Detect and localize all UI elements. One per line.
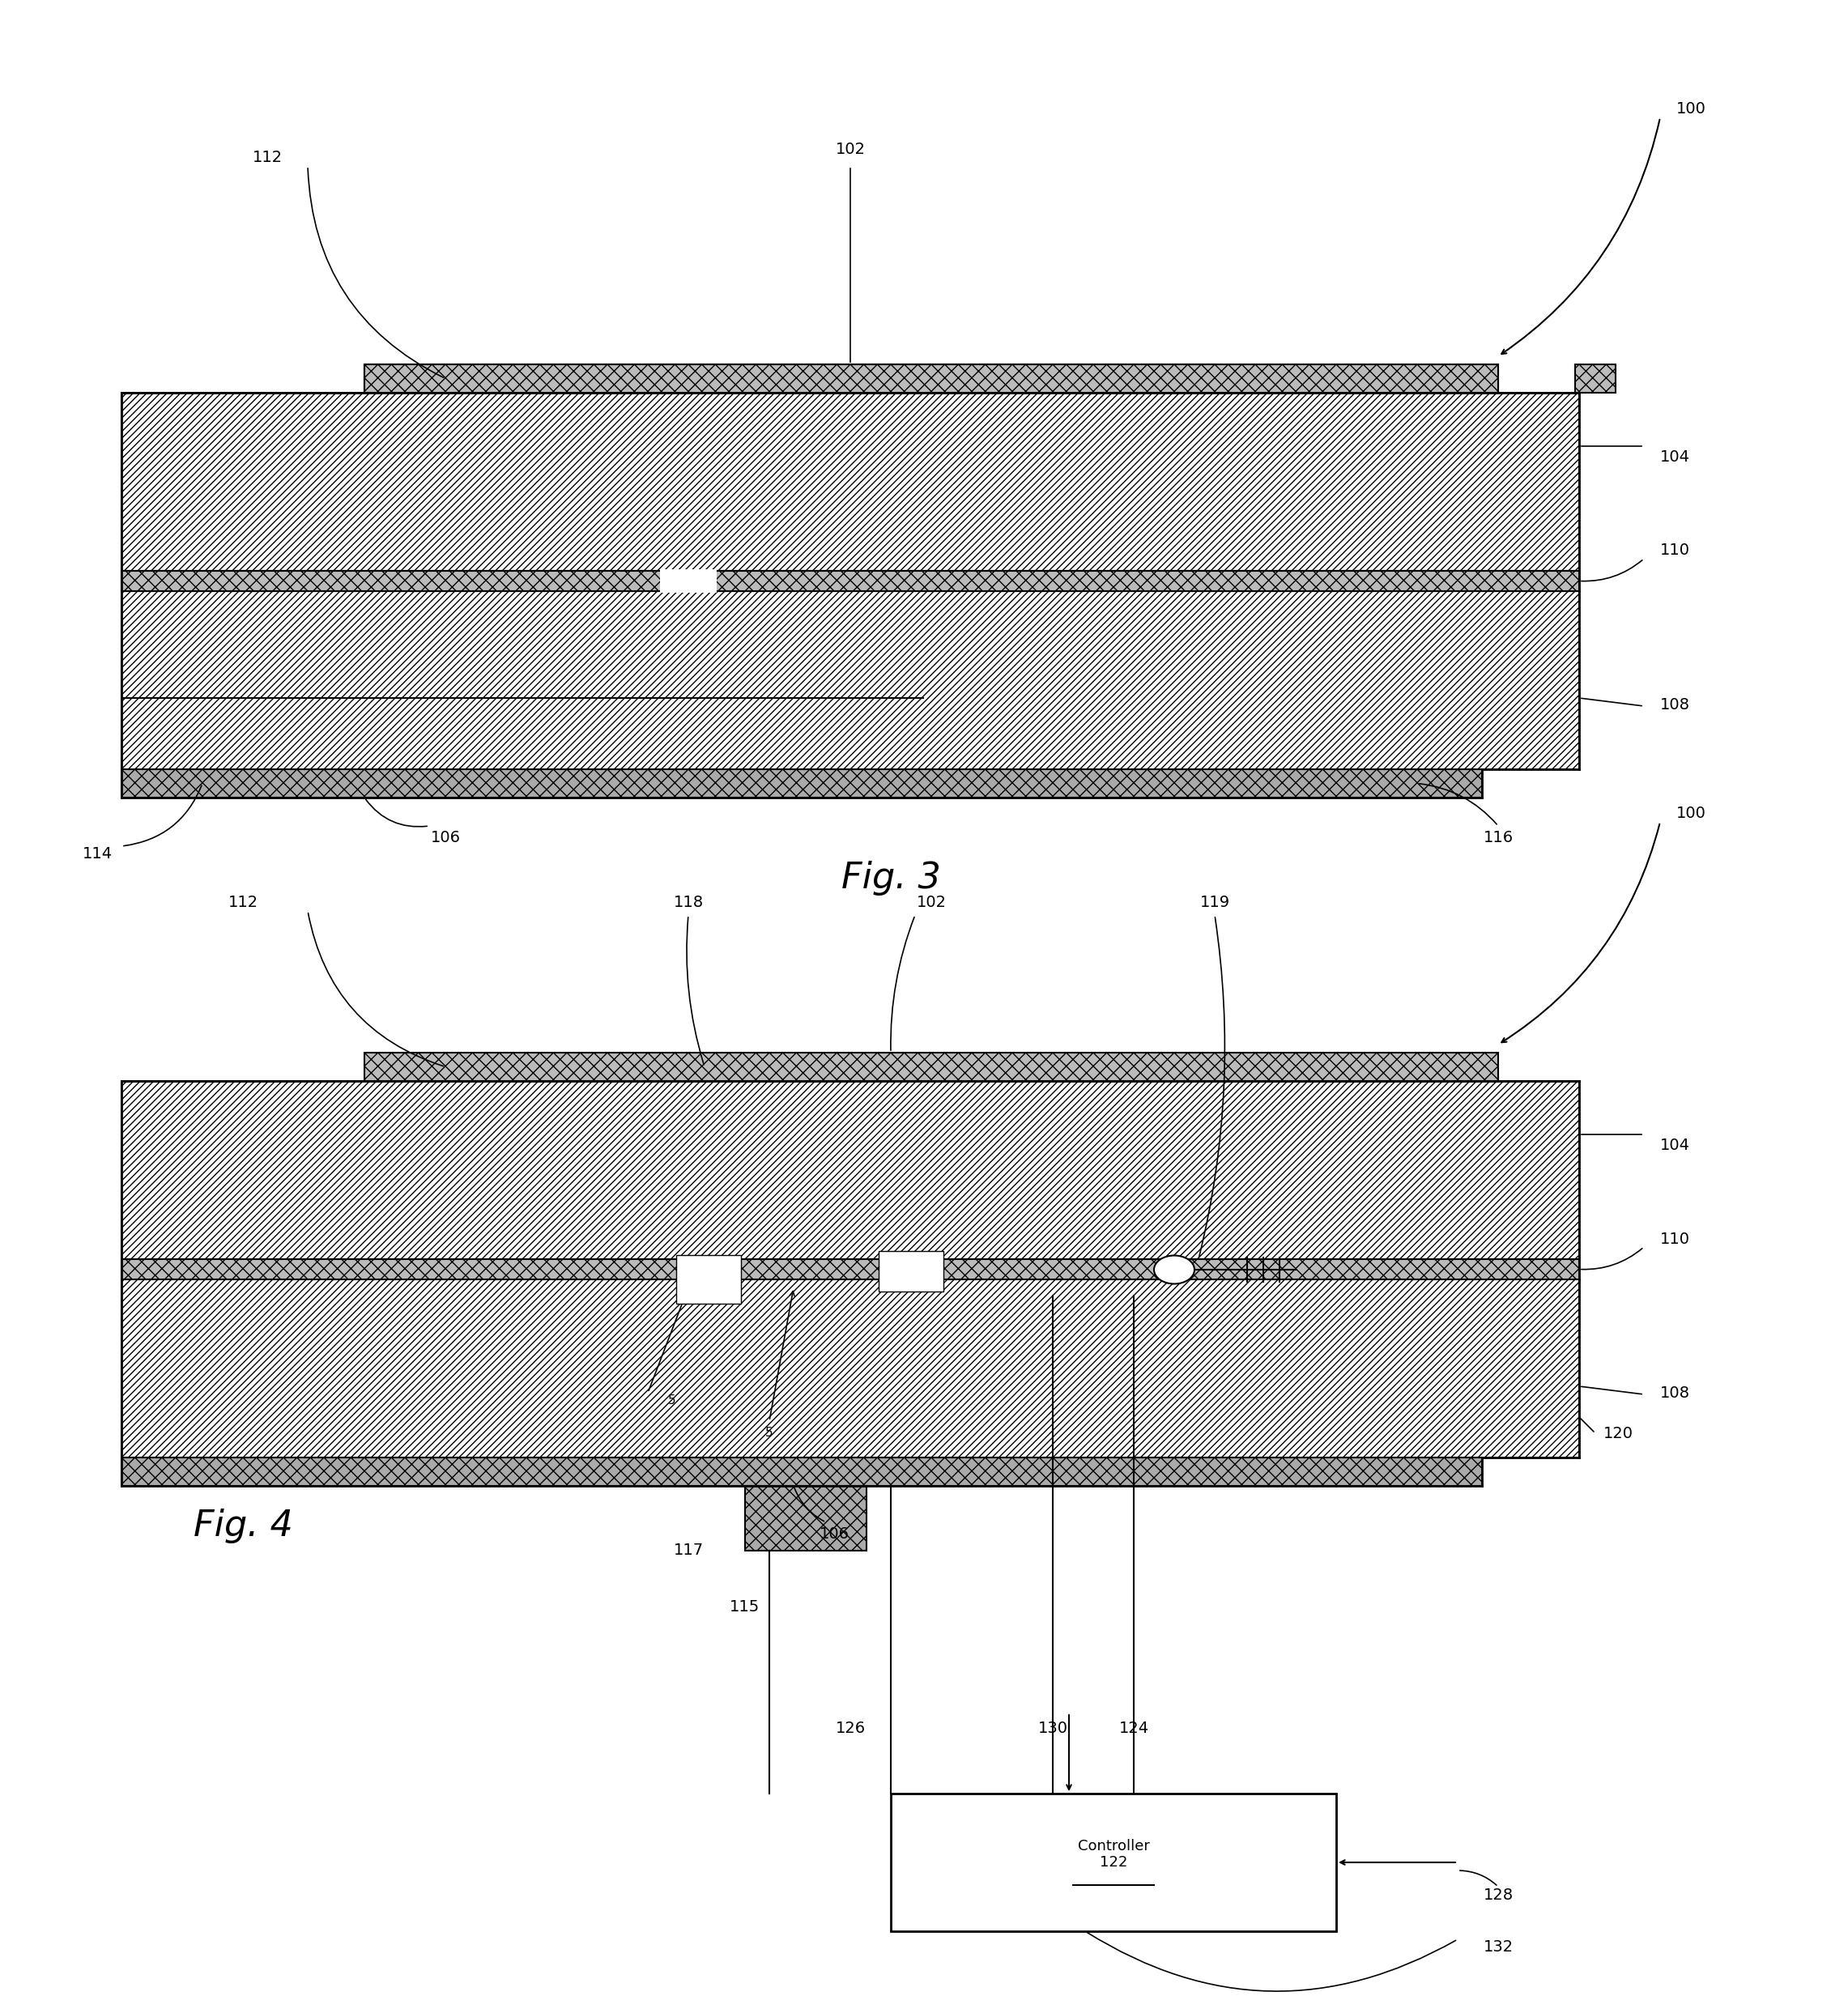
Text: 100: 100 xyxy=(1676,806,1706,822)
Bar xyxy=(676,1255,741,1303)
Text: 108: 108 xyxy=(1660,697,1691,713)
Text: 116: 116 xyxy=(1484,830,1514,846)
Text: 102: 102 xyxy=(917,894,946,910)
Text: 104: 104 xyxy=(1660,1138,1691,1154)
Text: 126: 126 xyxy=(835,1721,865,1737)
Bar xyxy=(364,365,1499,393)
Bar xyxy=(364,365,1214,393)
Text: 115: 115 xyxy=(730,1599,760,1615)
Bar xyxy=(122,1082,1580,1259)
Text: 112: 112 xyxy=(227,894,259,910)
Bar xyxy=(891,1257,931,1281)
Text: 100: 100 xyxy=(1676,102,1706,118)
Bar xyxy=(122,571,1580,591)
Text: 117: 117 xyxy=(673,1543,704,1559)
Bar xyxy=(122,768,1482,798)
Text: 114: 114 xyxy=(81,846,113,862)
Text: 5: 5 xyxy=(669,1395,676,1407)
Bar xyxy=(122,1259,1580,1279)
Bar xyxy=(364,1052,1499,1082)
Bar xyxy=(122,1279,1580,1457)
Text: 119: 119 xyxy=(1199,894,1229,910)
Text: 118: 118 xyxy=(673,894,704,910)
Text: 132: 132 xyxy=(1484,1940,1514,1956)
Text: 124: 124 xyxy=(1118,1721,1149,1737)
Text: 128: 128 xyxy=(1484,1886,1514,1902)
Text: 5: 5 xyxy=(765,1427,772,1439)
Text: 106: 106 xyxy=(431,830,460,846)
Bar xyxy=(122,1457,1482,1485)
Ellipse shape xyxy=(1153,1255,1194,1283)
Bar xyxy=(878,1251,944,1291)
Text: 102: 102 xyxy=(835,142,865,158)
Bar xyxy=(122,571,1580,591)
Text: Fig. 3: Fig. 3 xyxy=(841,860,941,896)
Bar xyxy=(687,1257,728,1281)
Bar xyxy=(122,393,1580,571)
Text: 120: 120 xyxy=(1604,1425,1634,1441)
Text: Fig. 4: Fig. 4 xyxy=(194,1509,292,1543)
Text: 106: 106 xyxy=(819,1527,848,1543)
Text: 130: 130 xyxy=(1039,1721,1068,1737)
Bar xyxy=(364,365,1499,393)
Bar xyxy=(1574,365,1615,393)
Text: 110: 110 xyxy=(1660,543,1691,559)
Text: 112: 112 xyxy=(251,150,283,166)
Text: Controller
122: Controller 122 xyxy=(1077,1838,1149,1870)
Text: 108: 108 xyxy=(1660,1385,1691,1401)
Bar xyxy=(660,569,717,593)
FancyBboxPatch shape xyxy=(891,1794,1336,1932)
Bar xyxy=(122,591,1580,768)
Bar xyxy=(745,1485,867,1551)
Text: 110: 110 xyxy=(1660,1232,1691,1248)
Text: 104: 104 xyxy=(1660,449,1691,465)
